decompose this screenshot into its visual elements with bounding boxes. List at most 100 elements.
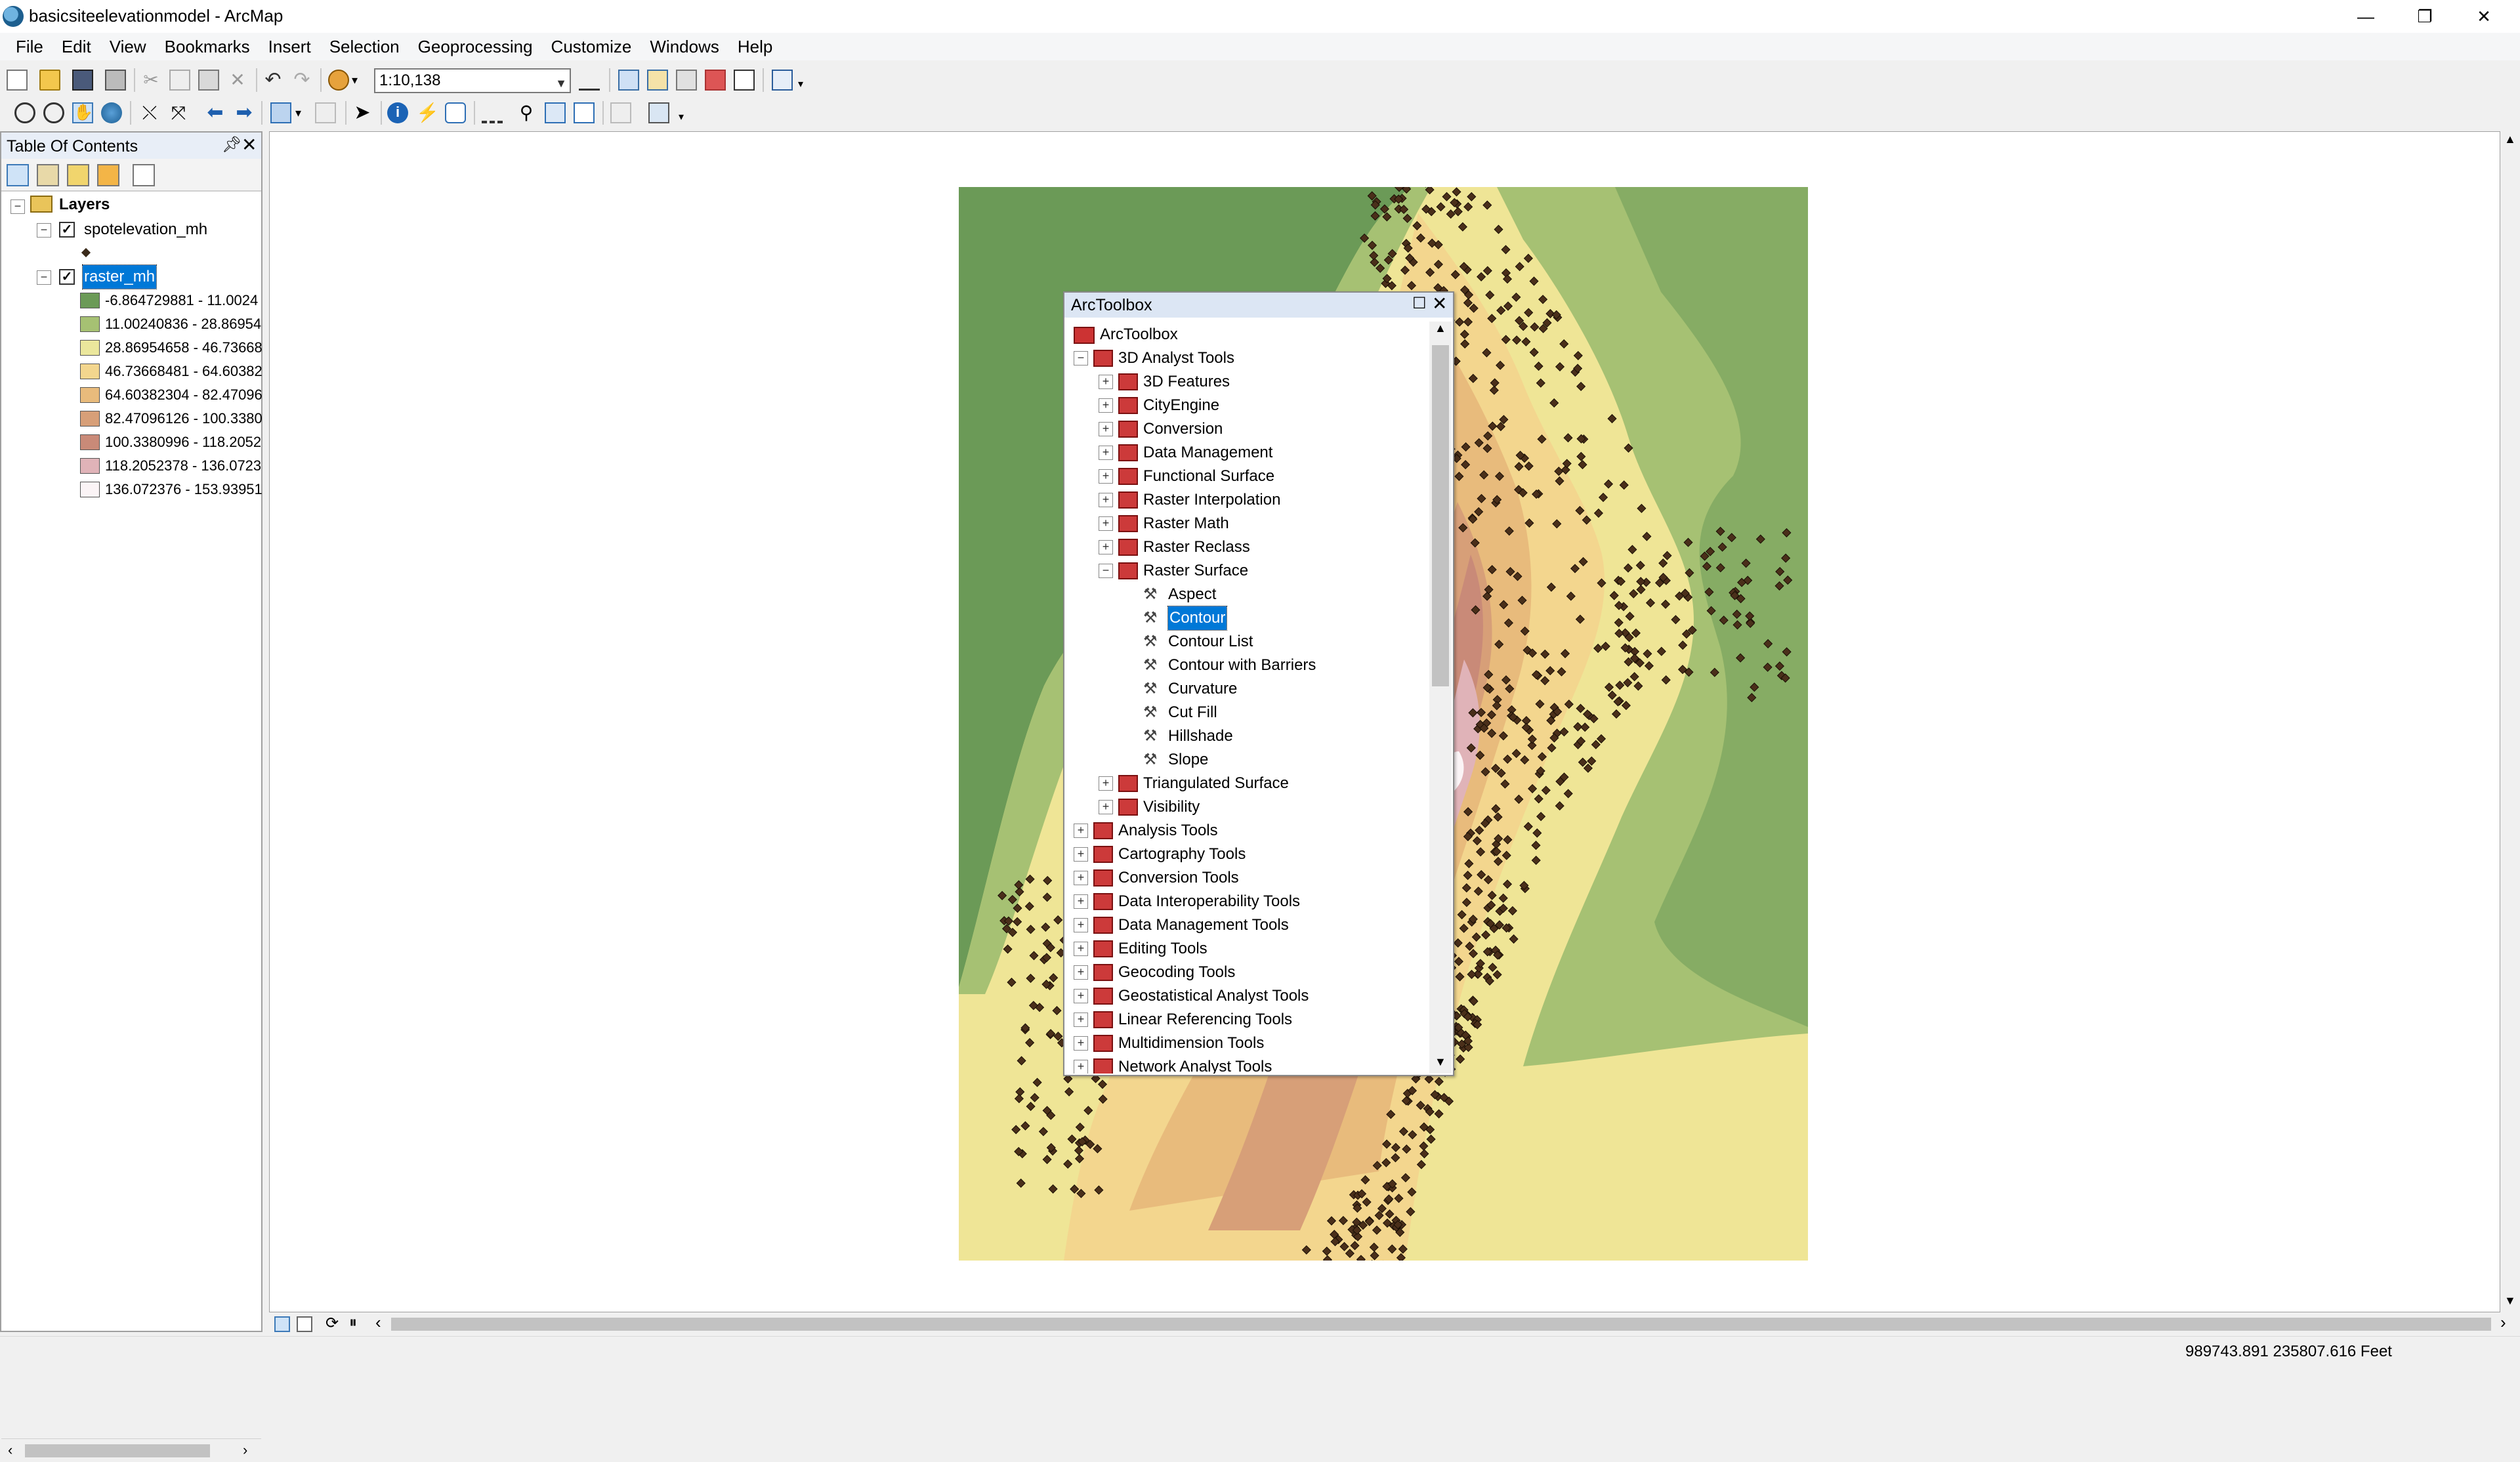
- expand-icon[interactable]: +: [1074, 847, 1088, 862]
- scroll-left-icon[interactable]: ‹: [8, 1442, 12, 1459]
- menu-view[interactable]: View: [100, 33, 156, 60]
- expand-icon[interactable]: +: [1099, 375, 1113, 389]
- toolbar-options-icon[interactable]: ▾: [679, 110, 689, 125]
- list-by-selection-icon[interactable]: [97, 164, 119, 186]
- expand-icon[interactable]: +: [1099, 398, 1113, 413]
- expand-icon[interactable]: +: [1074, 942, 1088, 956]
- menu-windows[interactable]: Windows: [640, 33, 728, 60]
- scroll-up-icon[interactable]: ▲: [1435, 322, 1446, 335]
- expand-icon[interactable]: +: [1099, 516, 1113, 531]
- cut-icon[interactable]: ✂: [140, 70, 161, 91]
- save-icon[interactable]: [72, 70, 93, 91]
- tool-item[interactable]: Cut Fill: [1168, 701, 1217, 724]
- toolset-item[interactable]: Triangulated Surface: [1143, 772, 1289, 795]
- close-button[interactable]: ✕: [2454, 0, 2513, 33]
- tool-item[interactable]: Contour List: [1168, 630, 1253, 654]
- toolset-item[interactable]: Data Management: [1143, 441, 1272, 465]
- select-features-icon[interactable]: [270, 102, 291, 123]
- table-of-contents-window-icon[interactable]: [618, 70, 639, 91]
- toolbox-item[interactable]: Multidimension Tools: [1118, 1032, 1264, 1055]
- select-features-dropdown-icon[interactable]: ▾: [295, 102, 316, 123]
- undo-icon[interactable]: ↶: [262, 70, 284, 91]
- zoom-in-icon[interactable]: [14, 102, 35, 123]
- tool-item[interactable]: Curvature: [1168, 677, 1237, 701]
- paste-icon[interactable]: [198, 70, 219, 91]
- scroll-down-icon[interactable]: ▼: [1435, 1055, 1446, 1069]
- hyperlink-icon[interactable]: ⚡: [416, 102, 437, 123]
- expand-icon[interactable]: +: [1099, 469, 1113, 484]
- expand-icon[interactable]: +: [1074, 989, 1088, 1003]
- layer-visibility-checkbox[interactable]: ✓: [59, 222, 75, 238]
- pin-icon[interactable]: 📌︎: [222, 135, 242, 154]
- pan-hand-icon[interactable]: ✋: [72, 102, 93, 123]
- menu-bookmarks[interactable]: Bookmarks: [156, 33, 259, 60]
- layers-root-label[interactable]: Layers: [59, 193, 110, 217]
- add-data-icon[interactable]: [328, 70, 349, 91]
- copy-icon[interactable]: [169, 70, 190, 91]
- new-document-icon[interactable]: [7, 70, 28, 91]
- toolset-item[interactable]: Functional Surface: [1143, 465, 1274, 488]
- legend-swatch[interactable]: [80, 387, 100, 403]
- data-view-icon[interactable]: [274, 1316, 290, 1332]
- select-elements-arrow-icon[interactable]: ➤: [352, 102, 373, 123]
- restore-button[interactable]: ❐: [2395, 0, 2454, 33]
- toolbox-item[interactable]: Linear Referencing Tools: [1118, 1008, 1292, 1032]
- expand-icon[interactable]: +: [1074, 918, 1088, 932]
- go-to-xy-icon[interactable]: [574, 102, 595, 123]
- tool-item[interactable]: Slope: [1168, 748, 1208, 772]
- menu-help[interactable]: Help: [728, 33, 782, 60]
- toolbox-item[interactable]: Editing Tools: [1118, 937, 1208, 961]
- arctoolbox-root-label[interactable]: ArcToolbox: [1100, 323, 1178, 346]
- arctoolbox-header[interactable]: ArcToolbox ☐ ✕: [1064, 293, 1453, 318]
- menu-edit[interactable]: Edit: [52, 33, 100, 60]
- python-window-icon[interactable]: [734, 70, 755, 91]
- editor-toolbar-icon[interactable]: [579, 70, 600, 91]
- find-route-icon[interactable]: [545, 102, 566, 123]
- legend-swatch[interactable]: [80, 434, 100, 450]
- toolset-item[interactable]: Raster Reclass: [1143, 535, 1250, 559]
- expand-icon[interactable]: +: [1099, 800, 1113, 814]
- toolset-item[interactable]: CityEngine: [1143, 394, 1219, 417]
- menu-customize[interactable]: Customize: [542, 33, 641, 60]
- scrollbar-thumb[interactable]: [25, 1444, 210, 1457]
- menu-geoprocessing[interactable]: Geoprocessing: [409, 33, 542, 60]
- legend-swatch[interactable]: [80, 340, 100, 356]
- list-by-drawing-order-icon[interactable]: [7, 164, 29, 186]
- legend-swatch[interactable]: [80, 411, 100, 427]
- toolset-item[interactable]: 3D Features: [1143, 370, 1230, 394]
- expand-icon[interactable]: +: [1074, 824, 1088, 838]
- menu-selection[interactable]: Selection: [320, 33, 409, 60]
- collapse-icon[interactable]: −: [37, 223, 51, 238]
- layer-name-spotelevation[interactable]: spotelevation_mh: [84, 218, 207, 241]
- modelbuilder-icon[interactable]: [772, 70, 793, 91]
- layout-view-icon[interactable]: [297, 1316, 312, 1332]
- add-data-dropdown-icon[interactable]: ▾: [352, 70, 373, 91]
- toolbox-item[interactable]: Network Analyst Tools: [1118, 1055, 1272, 1074]
- expand-icon[interactable]: +: [1099, 446, 1113, 460]
- scroll-down-icon[interactable]: ▼: [2504, 1294, 2516, 1308]
- maximize-icon[interactable]: ☐: [1412, 294, 1427, 313]
- open-folder-icon[interactable]: [39, 70, 60, 91]
- toc-options-icon[interactable]: [133, 164, 155, 186]
- list-by-visibility-icon[interactable]: [67, 164, 89, 186]
- toc-horizontal-scrollbar[interactable]: ‹ ›: [1, 1438, 261, 1462]
- refresh-icon[interactable]: ⟳: [326, 1314, 339, 1333]
- layer-name-raster[interactable]: raster_mh: [83, 265, 156, 289]
- legend-swatch[interactable]: [80, 482, 100, 497]
- html-popup-icon[interactable]: [445, 102, 466, 123]
- toolset-item[interactable]: Raster Interpolation: [1143, 488, 1280, 512]
- toolbox-item[interactable]: Data Management Tools: [1118, 913, 1289, 937]
- scroll-right-icon[interactable]: ›: [2500, 1312, 2506, 1333]
- identify-info-icon[interactable]: i: [387, 102, 408, 123]
- menu-file[interactable]: File: [7, 33, 52, 60]
- map-horizontal-scrollbar-thumb[interactable]: [391, 1318, 2491, 1331]
- toolbox-item[interactable]: Geocoding Tools: [1118, 961, 1235, 984]
- back-arrow-icon[interactable]: ⬅: [205, 102, 226, 123]
- collapse-icon[interactable]: −: [1074, 351, 1088, 366]
- catalog-window-icon[interactable]: [647, 70, 668, 91]
- tool-item[interactable]: Hillshade: [1168, 724, 1233, 748]
- tool-item[interactable]: Aspect: [1168, 583, 1216, 606]
- toc-close-icon[interactable]: ✕: [242, 134, 257, 156]
- toolset-item[interactable]: Conversion: [1143, 417, 1223, 441]
- scrollbar-thumb[interactable]: [1432, 345, 1449, 686]
